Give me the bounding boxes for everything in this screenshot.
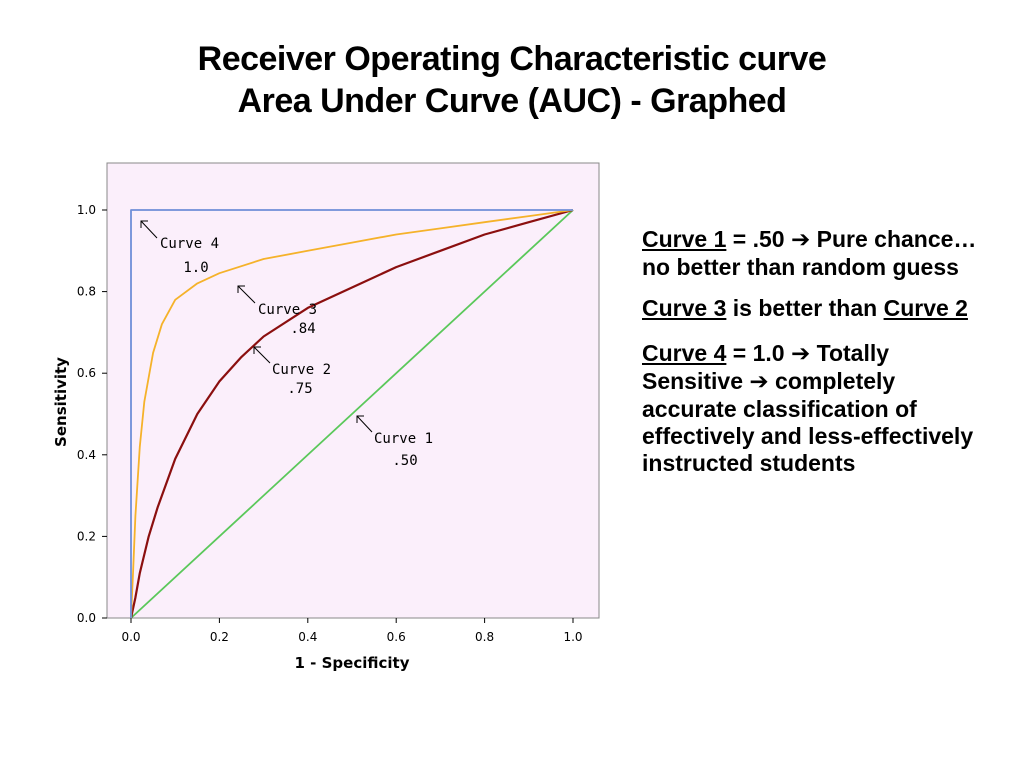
chart-outer-frame [106,162,600,619]
y-tick-label: 0.8 [77,285,96,299]
y-tick-label: 0.6 [77,366,96,380]
x-tick-label: 0.4 [298,630,317,644]
series-curve-2 [129,208,574,619]
x-axis-title: 1 - Specificity [295,654,410,672]
axes: 0.0 0.2 0.4 0.6 0.8 1.0 0.0 0.2 0.4 0.6 0.8 1.0 [77,203,583,644]
leader-arrowhead [140,220,148,228]
slide-title: Receiver Operating Characteristic curve … [0,38,1024,122]
title-line-1: Receiver Operating Characteristic curve [197,40,827,78]
x-tick-label: 0.6 [387,630,406,644]
curve-label-value: 1.0 [183,260,208,276]
annotation-curve-2: Curve 2 .75 [253,346,331,397]
curve-label-value: .84 [290,321,315,337]
x-tick-label: 0.0 [121,630,140,644]
y-tick-label: 0.0 [77,611,96,625]
y-tick-label: 1.0 [77,203,96,217]
note-2-curve-ref-b: Curve 2 [883,295,968,321]
curve-label-value: .50 [392,453,417,469]
leader-arrowhead [253,346,261,354]
annotation-curve-1: Curve 1 .50 [356,415,433,469]
curve-label-name: Curve 4 [160,236,219,252]
annotation-curve-3: Curve 3 .84 [237,285,317,337]
right-arrow-icon: ➔ [790,227,811,253]
x-tick-label: 1.0 [563,630,582,644]
note-3-value: = 1.0 [726,340,791,366]
note-curve-3: Curve 3 is better than Curve 2 [642,295,992,322]
title-line-2: Area Under Curve (AUC) - Graphed [237,82,787,120]
leader-arrowhead [356,415,364,423]
series-curve-1 [130,209,574,619]
note-1-text: Pure chance…no better than random guess [642,226,977,280]
note-curve-4: Curve 4 = 1.0 ➔ Totally Sensitive ➔ comp… [642,340,992,477]
annotations: Curve 4 1.0 Curve 3 .84 Curve 2 .75 Curve 1 .50 [140,220,433,469]
y-tick-label: 0.4 [77,448,96,462]
curve-label-name: Curve 3 [258,302,317,318]
note-1-curve-ref: Curve 1 [642,226,727,252]
note-2-curve-ref-a: Curve 3 [642,295,727,321]
leader-line [140,220,158,239]
leader-arrowhead [237,285,245,293]
leader-line [356,415,373,433]
x-tick-label: 0.2 [210,630,229,644]
leader-line [237,285,256,304]
note-3-mid: Totally Sensitive [642,340,890,394]
series-reference-line [130,209,573,618]
y-tick-label: 0.2 [77,529,96,543]
y-axis-title: Sensitivity [52,357,70,447]
note-3-text: completely accurate classification of ef… [642,368,974,476]
right-arrow-icon: ➔ [790,341,811,367]
annotation-curve-4: Curve 4 1.0 [140,220,219,276]
right-arrow-icon: ➔ [749,369,769,395]
notes-panel: Curve 1 = .50 ➔ Pure chance…no better th… [642,226,992,487]
x-tick-label: 0.8 [475,630,494,644]
note-1-value: = .50 [726,226,791,252]
series-group [129,208,574,619]
note-curve-1: Curve 1 = .50 ➔ Pure chance…no better th… [642,226,992,281]
series-curve-4 [130,209,574,619]
note-2-text: is better than [726,295,884,321]
note-3-curve-ref: Curve 4 [642,340,727,366]
curve-label-value: .75 [287,381,312,397]
leader-line [253,346,271,364]
curve-label-name: Curve 1 [374,431,433,447]
curve-label-name: Curve 2 [272,362,331,378]
